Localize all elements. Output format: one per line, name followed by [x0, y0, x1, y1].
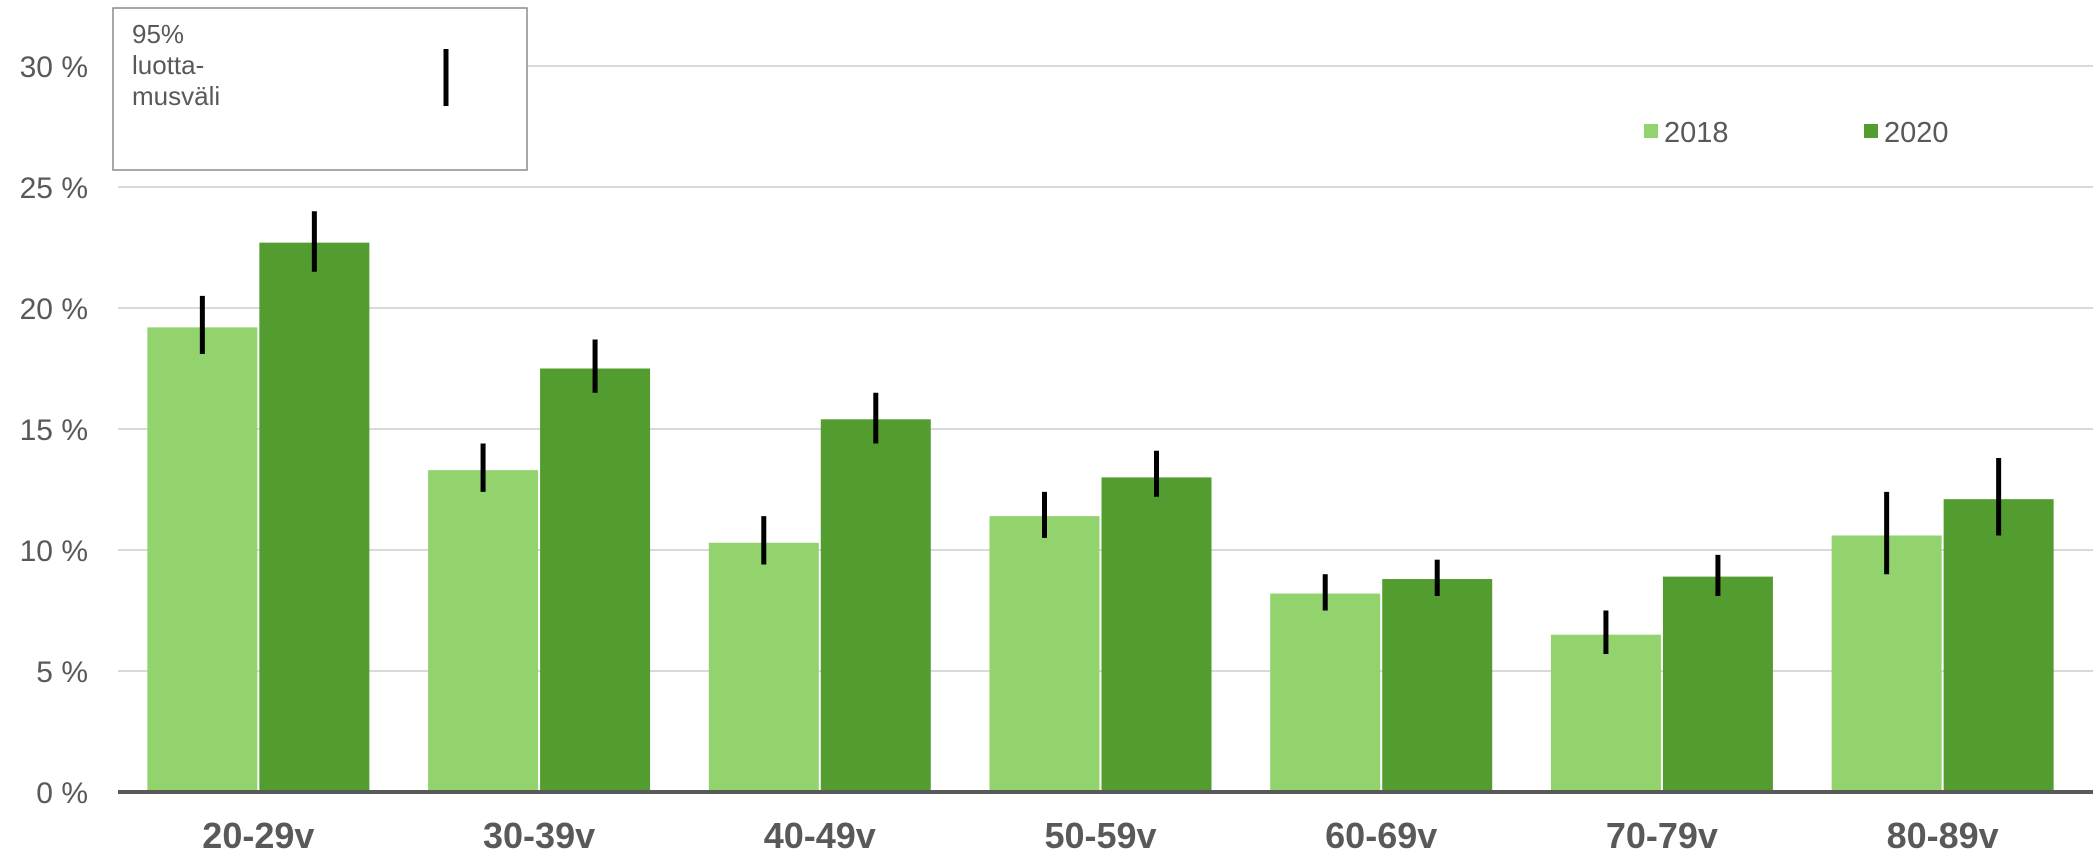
x-category-label: 30-39v [483, 815, 595, 851]
legend-swatch-2018 [1644, 124, 1658, 138]
error-bars [199, 211, 2002, 655]
legend-label-2020: 2020 [1884, 117, 1949, 149]
x-category-label: 70-79v [1606, 815, 1718, 851]
bar-2018-60-69v [1270, 593, 1381, 792]
bar-2018-80-89v [1831, 535, 1942, 792]
y-axis-ticks: 0 % 5 % 10 % 15 % 20 % 25 % 30 % [20, 51, 88, 810]
y-tick-label: 15 % [20, 414, 88, 447]
bar-2018-40-49v [708, 542, 819, 792]
bar-2018-50-59v [989, 516, 1100, 792]
x-category-label: 50-59v [1044, 815, 1156, 851]
legend: 2018 2020 [1644, 117, 1949, 149]
bar-2018-20-29v [147, 327, 258, 792]
ci-legend-box [112, 7, 528, 171]
bar-2018-70-79v [1550, 634, 1661, 792]
ci-legend-line-2: luotta- [132, 50, 204, 80]
bar-2020-60-69v [1382, 579, 1493, 792]
bar-2020-70-79v [1662, 576, 1773, 792]
bar-2020-20-29v [259, 242, 370, 792]
ci-legend-line-1: 95% [132, 19, 184, 49]
x-category-label: 20-29v [202, 815, 314, 851]
y-tick-label: 10 % [20, 535, 88, 568]
y-tick-label: 30 % [20, 51, 88, 84]
legend-swatch-2020 [1864, 124, 1878, 138]
x-axis-categories: 20-29v 30-39v 40-49v 50-59v 60-69v 70-79v 80-8… [202, 815, 1998, 851]
bars [147, 242, 2054, 792]
bar-2020-50-59v [1101, 477, 1212, 792]
ci-legend-line-3: musväli [132, 81, 220, 111]
legend-label-2018: 2018 [1664, 117, 1729, 149]
bar-2020-80-89v [1943, 499, 2054, 792]
bar-2020-40-49v [820, 419, 931, 792]
bar-2018-30-39v [428, 470, 539, 792]
x-category-label: 80-89v [1887, 815, 1999, 851]
y-tick-label: 0 % [36, 777, 88, 810]
y-tick-label: 5 % [36, 656, 88, 689]
bar-2020-30-39v [540, 368, 651, 792]
x-category-label: 40-49v [764, 815, 876, 851]
confidence-interval-legend: 95% luotta- musväli [112, 7, 528, 171]
y-tick-label: 25 % [20, 172, 88, 205]
y-tick-label: 20 % [20, 293, 88, 326]
x-category-label: 60-69v [1325, 815, 1437, 851]
